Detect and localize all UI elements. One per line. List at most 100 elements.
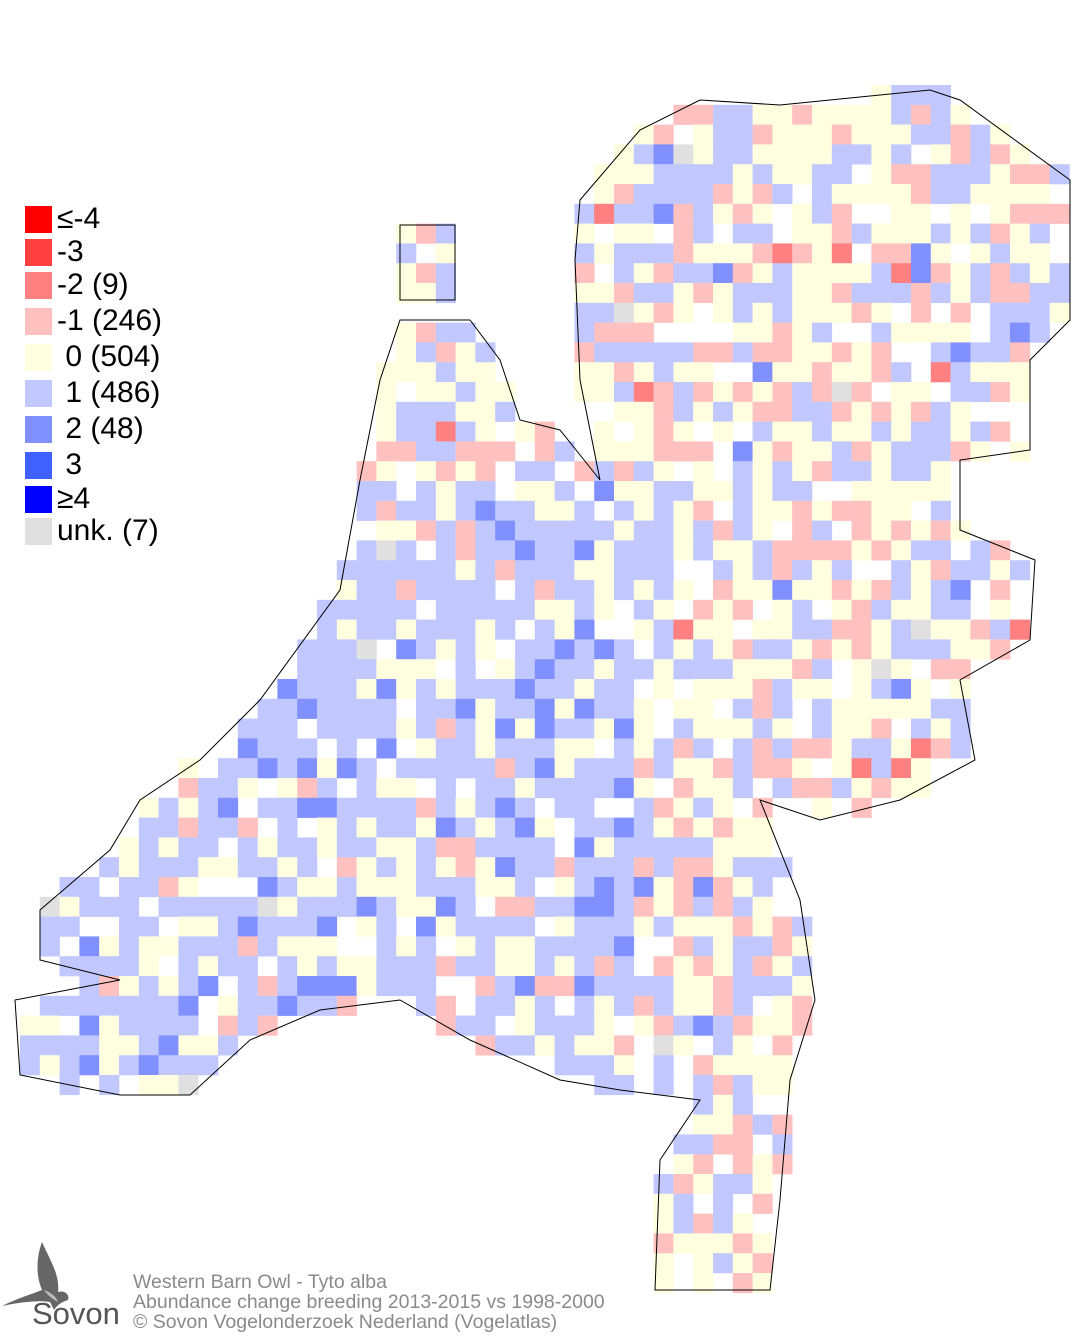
grid-cell (237, 916, 258, 937)
grid-cell (772, 976, 793, 997)
grid-cell (871, 441, 892, 462)
legend-swatch (25, 307, 52, 335)
grid-cell (20, 1035, 41, 1056)
grid-cell (455, 342, 476, 363)
grid-cell (831, 580, 852, 601)
grid-cell (455, 401, 476, 422)
grid-cell (574, 698, 595, 719)
grid-cell (396, 243, 417, 264)
grid-cell (534, 461, 555, 482)
grid-cell (515, 500, 536, 521)
grid-cell (693, 1075, 714, 1096)
grid-cell (119, 995, 140, 1016)
grid-cell (990, 144, 1011, 165)
grid-cell (376, 421, 397, 442)
grid-cell (277, 817, 298, 838)
grid-cell (614, 995, 635, 1016)
grid-cell (633, 421, 654, 442)
grid-cell (356, 580, 377, 601)
grid-cell (673, 223, 694, 244)
grid-cell (574, 500, 595, 521)
grid-cell (772, 441, 793, 462)
grid-cell (435, 441, 456, 462)
grid-cell (891, 263, 912, 284)
grid-cell (772, 164, 793, 185)
grid-cell (317, 639, 338, 660)
grid-cell (574, 223, 595, 244)
grid-cell (356, 817, 377, 838)
grid-cell (614, 203, 635, 224)
grid-cell (614, 1055, 635, 1076)
legend-label: 1 (486) (57, 376, 161, 409)
grid-cell (534, 619, 555, 640)
grid-cell (633, 322, 654, 343)
grid-cell (792, 995, 813, 1016)
grid-cell (79, 936, 100, 957)
grid-cell (930, 639, 951, 660)
grid-cell (930, 164, 951, 185)
grid-cell (772, 283, 793, 304)
grid-cell (990, 124, 1011, 145)
grid-cell (198, 1055, 219, 1076)
grid-cell (891, 738, 912, 759)
grid-cell (752, 639, 773, 660)
grid-cell (792, 124, 813, 145)
grid-cell (752, 1154, 773, 1175)
grid-cell (772, 124, 793, 145)
grid-cell (812, 322, 833, 343)
grid-cell (178, 1075, 199, 1096)
grid-cell (336, 797, 357, 818)
grid-cell (990, 619, 1011, 640)
grid-cell (871, 283, 892, 304)
grid-cell (495, 1035, 516, 1056)
grid-cell (772, 778, 793, 799)
grid-cell (534, 956, 555, 977)
grid-cell (633, 857, 654, 878)
grid-cell (455, 520, 476, 541)
grid-cell (772, 936, 793, 957)
grid-cell (158, 837, 179, 858)
grid-cell (475, 580, 496, 601)
grid-cell (475, 936, 496, 957)
grid-cell (376, 659, 397, 680)
grid-cell (237, 837, 258, 858)
grid-cell (891, 421, 912, 442)
grid-cell (752, 580, 773, 601)
grid-cell (614, 877, 635, 898)
grid-cell (752, 896, 773, 917)
grid-cell (911, 382, 932, 403)
grid-cell (792, 916, 813, 937)
grid-cell (752, 302, 773, 323)
grid-cell (515, 580, 536, 601)
grid-cell (594, 936, 615, 957)
grid-cell (416, 877, 437, 898)
grid-cell (594, 382, 615, 403)
grid-cell (831, 441, 852, 462)
grid-cell (317, 877, 338, 898)
grid-cell (416, 520, 437, 541)
grid-cell (990, 540, 1011, 561)
grid-cell (871, 679, 892, 700)
grid-cell (713, 1015, 734, 1036)
grid-cell (455, 639, 476, 660)
grid-cell (39, 1015, 60, 1036)
grid-cell (138, 916, 159, 937)
grid-cell (891, 124, 912, 145)
grid-cell (950, 619, 971, 640)
grid-cell (673, 520, 694, 541)
grid-cell (475, 520, 496, 541)
grid-cell (376, 520, 397, 541)
grid-cell (534, 817, 555, 838)
grid-cell (812, 500, 833, 521)
grid-cell (178, 877, 199, 898)
grid-cell (495, 619, 516, 640)
grid-cell (831, 382, 852, 403)
grid-cell (336, 738, 357, 759)
grid-cell (990, 421, 1011, 442)
grid-cell (673, 1174, 694, 1195)
grid-cell (812, 164, 833, 185)
grid-cell (376, 976, 397, 997)
grid-cell (336, 995, 357, 1016)
grid-cell (554, 540, 575, 561)
